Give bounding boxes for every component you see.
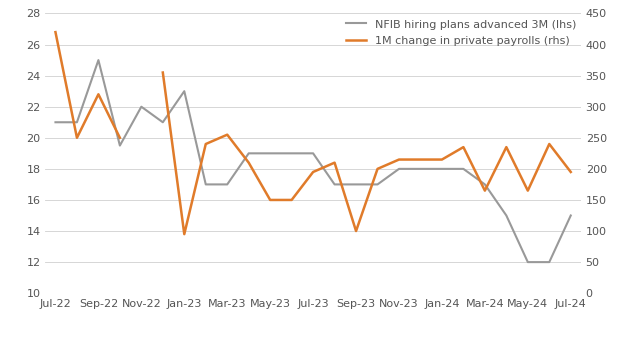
Legend: NFIB hiring plans advanced 3M (lhs), 1M change in private payrolls (rhs): NFIB hiring plans advanced 3M (lhs), 1M …	[346, 19, 576, 46]
